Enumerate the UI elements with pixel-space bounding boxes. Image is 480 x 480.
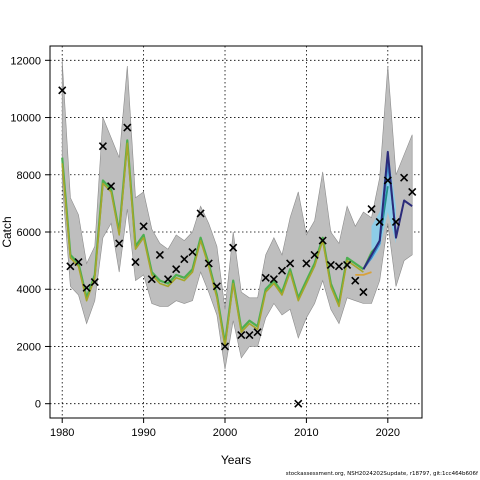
observed-point [269, 275, 278, 284]
y-tick-label: 2000 [17, 341, 41, 353]
y-tick-label: 0 [35, 399, 41, 411]
x-tick-label: 2010 [294, 427, 318, 439]
observed-point [294, 399, 303, 408]
observed-point [212, 282, 221, 291]
observed-point [359, 288, 368, 297]
observed-point [391, 217, 401, 227]
observed-point [375, 217, 384, 227]
observed-point [82, 283, 91, 292]
observed-point [245, 330, 254, 340]
observed-point [334, 262, 344, 271]
y-tick-label: 8000 [17, 170, 41, 182]
observed-point [261, 273, 270, 282]
observed-point [229, 243, 238, 252]
series-lines [61, 139, 413, 348]
observed-point [220, 342, 230, 351]
x-axis-title: Years [221, 453, 251, 467]
observed-point [98, 142, 107, 151]
observed-point [123, 123, 132, 132]
footer-caption: stockassessment.org, NSH2024202Supdate, … [285, 471, 478, 477]
observed-point [237, 330, 246, 340]
x-tick-label: 1980 [50, 427, 74, 439]
observed-point [326, 260, 335, 269]
x-tick-label: 2000 [213, 427, 237, 439]
observed-point [58, 86, 67, 95]
observed-point [115, 239, 124, 248]
y-tick-label: 6000 [17, 227, 41, 239]
observed-point [196, 209, 205, 218]
observed-point [172, 265, 181, 274]
observed-point [343, 260, 352, 269]
y-tick-label: 10000 [10, 113, 41, 125]
observed-point [310, 250, 319, 259]
observed-point [139, 222, 148, 231]
observed-point [318, 236, 327, 245]
x-tick-label: 2020 [376, 427, 400, 439]
confidence-band-area [61, 60, 413, 370]
observed-point [367, 205, 376, 214]
observed-point [106, 182, 116, 191]
observed-point [286, 259, 295, 268]
observed-point [74, 257, 83, 267]
observed-point [180, 255, 189, 264]
observed-point [383, 176, 392, 185]
observed-point [351, 276, 360, 285]
y-tick-label: 12000 [10, 55, 41, 67]
observed-point [400, 173, 409, 182]
observed-point [155, 250, 164, 259]
y-tick-label: 4000 [17, 284, 41, 296]
observed-point [90, 278, 99, 287]
observed-point [408, 187, 417, 197]
y-axis-title: Catch [0, 216, 14, 247]
observed-point [163, 275, 173, 284]
observed-point [66, 262, 75, 271]
observed-point [131, 257, 140, 267]
x-axis: 1980 1990 2000 2010 2020 [50, 418, 400, 439]
observed-point [253, 328, 262, 337]
series-line-olive [61, 142, 364, 348]
x-tick-label: 1990 [131, 427, 155, 439]
y-axis: 0 2000 4000 6000 8000 10000 12000 [10, 55, 50, 411]
observed-point [302, 259, 311, 268]
observed-points [58, 86, 417, 408]
observed-point [277, 266, 287, 275]
series-line-orange [355, 271, 372, 276]
observed-point [147, 275, 156, 284]
observed-point [204, 259, 213, 268]
series-line-dark [362, 150, 413, 270]
observed-point [188, 247, 197, 257]
